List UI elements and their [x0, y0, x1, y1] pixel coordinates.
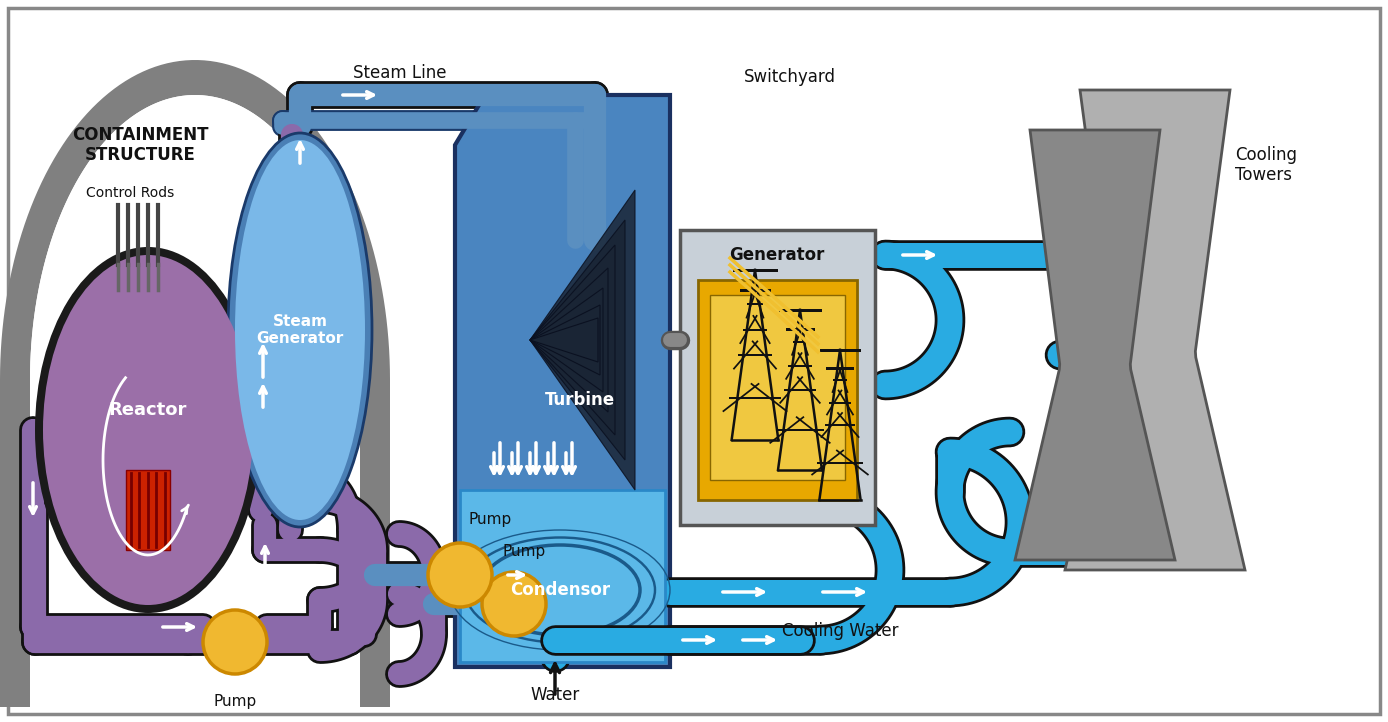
Circle shape [203, 610, 266, 674]
Text: Pump: Pump [214, 694, 257, 709]
Polygon shape [530, 190, 634, 490]
Polygon shape [530, 220, 625, 460]
Text: Reactor: Reactor [108, 401, 187, 419]
Text: Water: Water [530, 686, 580, 704]
Polygon shape [1015, 130, 1176, 560]
Text: CONTAINMENT
STRUCTURE: CONTAINMENT STRUCTURE [72, 126, 208, 165]
Text: Pump: Pump [468, 512, 512, 527]
Text: Condensor: Condensor [509, 581, 611, 599]
Polygon shape [455, 95, 670, 667]
Text: Control Rods: Control Rods [86, 186, 174, 200]
Bar [459, 490, 665, 662]
Ellipse shape [43, 255, 253, 605]
Ellipse shape [35, 247, 261, 613]
Text: Generator: Generator [729, 246, 824, 264]
Polygon shape [530, 245, 615, 435]
Text: Steam Line: Steam Line [354, 64, 447, 82]
Ellipse shape [235, 140, 365, 520]
Polygon shape [31, 95, 359, 707]
Polygon shape [530, 288, 602, 392]
Polygon shape [530, 318, 598, 362]
Circle shape [482, 572, 545, 636]
Polygon shape [1065, 90, 1245, 570]
Bar [698, 280, 856, 500]
Polygon shape [530, 268, 608, 412]
Text: Cooling
Towers: Cooling Towers [1235, 146, 1296, 184]
Ellipse shape [228, 133, 372, 527]
Text: Steam
Generator: Steam Generator [257, 314, 344, 347]
Text: Switchyard: Switchyard [744, 68, 836, 86]
Text: Pump: Pump [502, 544, 545, 559]
Text: Cooling Water: Cooling Water [781, 622, 898, 640]
Bar [126, 470, 169, 550]
Bar [711, 295, 845, 480]
Circle shape [428, 543, 491, 607]
Text: Turbine: Turbine [545, 391, 615, 409]
Polygon shape [530, 305, 600, 375]
Bar [680, 230, 874, 525]
Polygon shape [0, 60, 390, 707]
